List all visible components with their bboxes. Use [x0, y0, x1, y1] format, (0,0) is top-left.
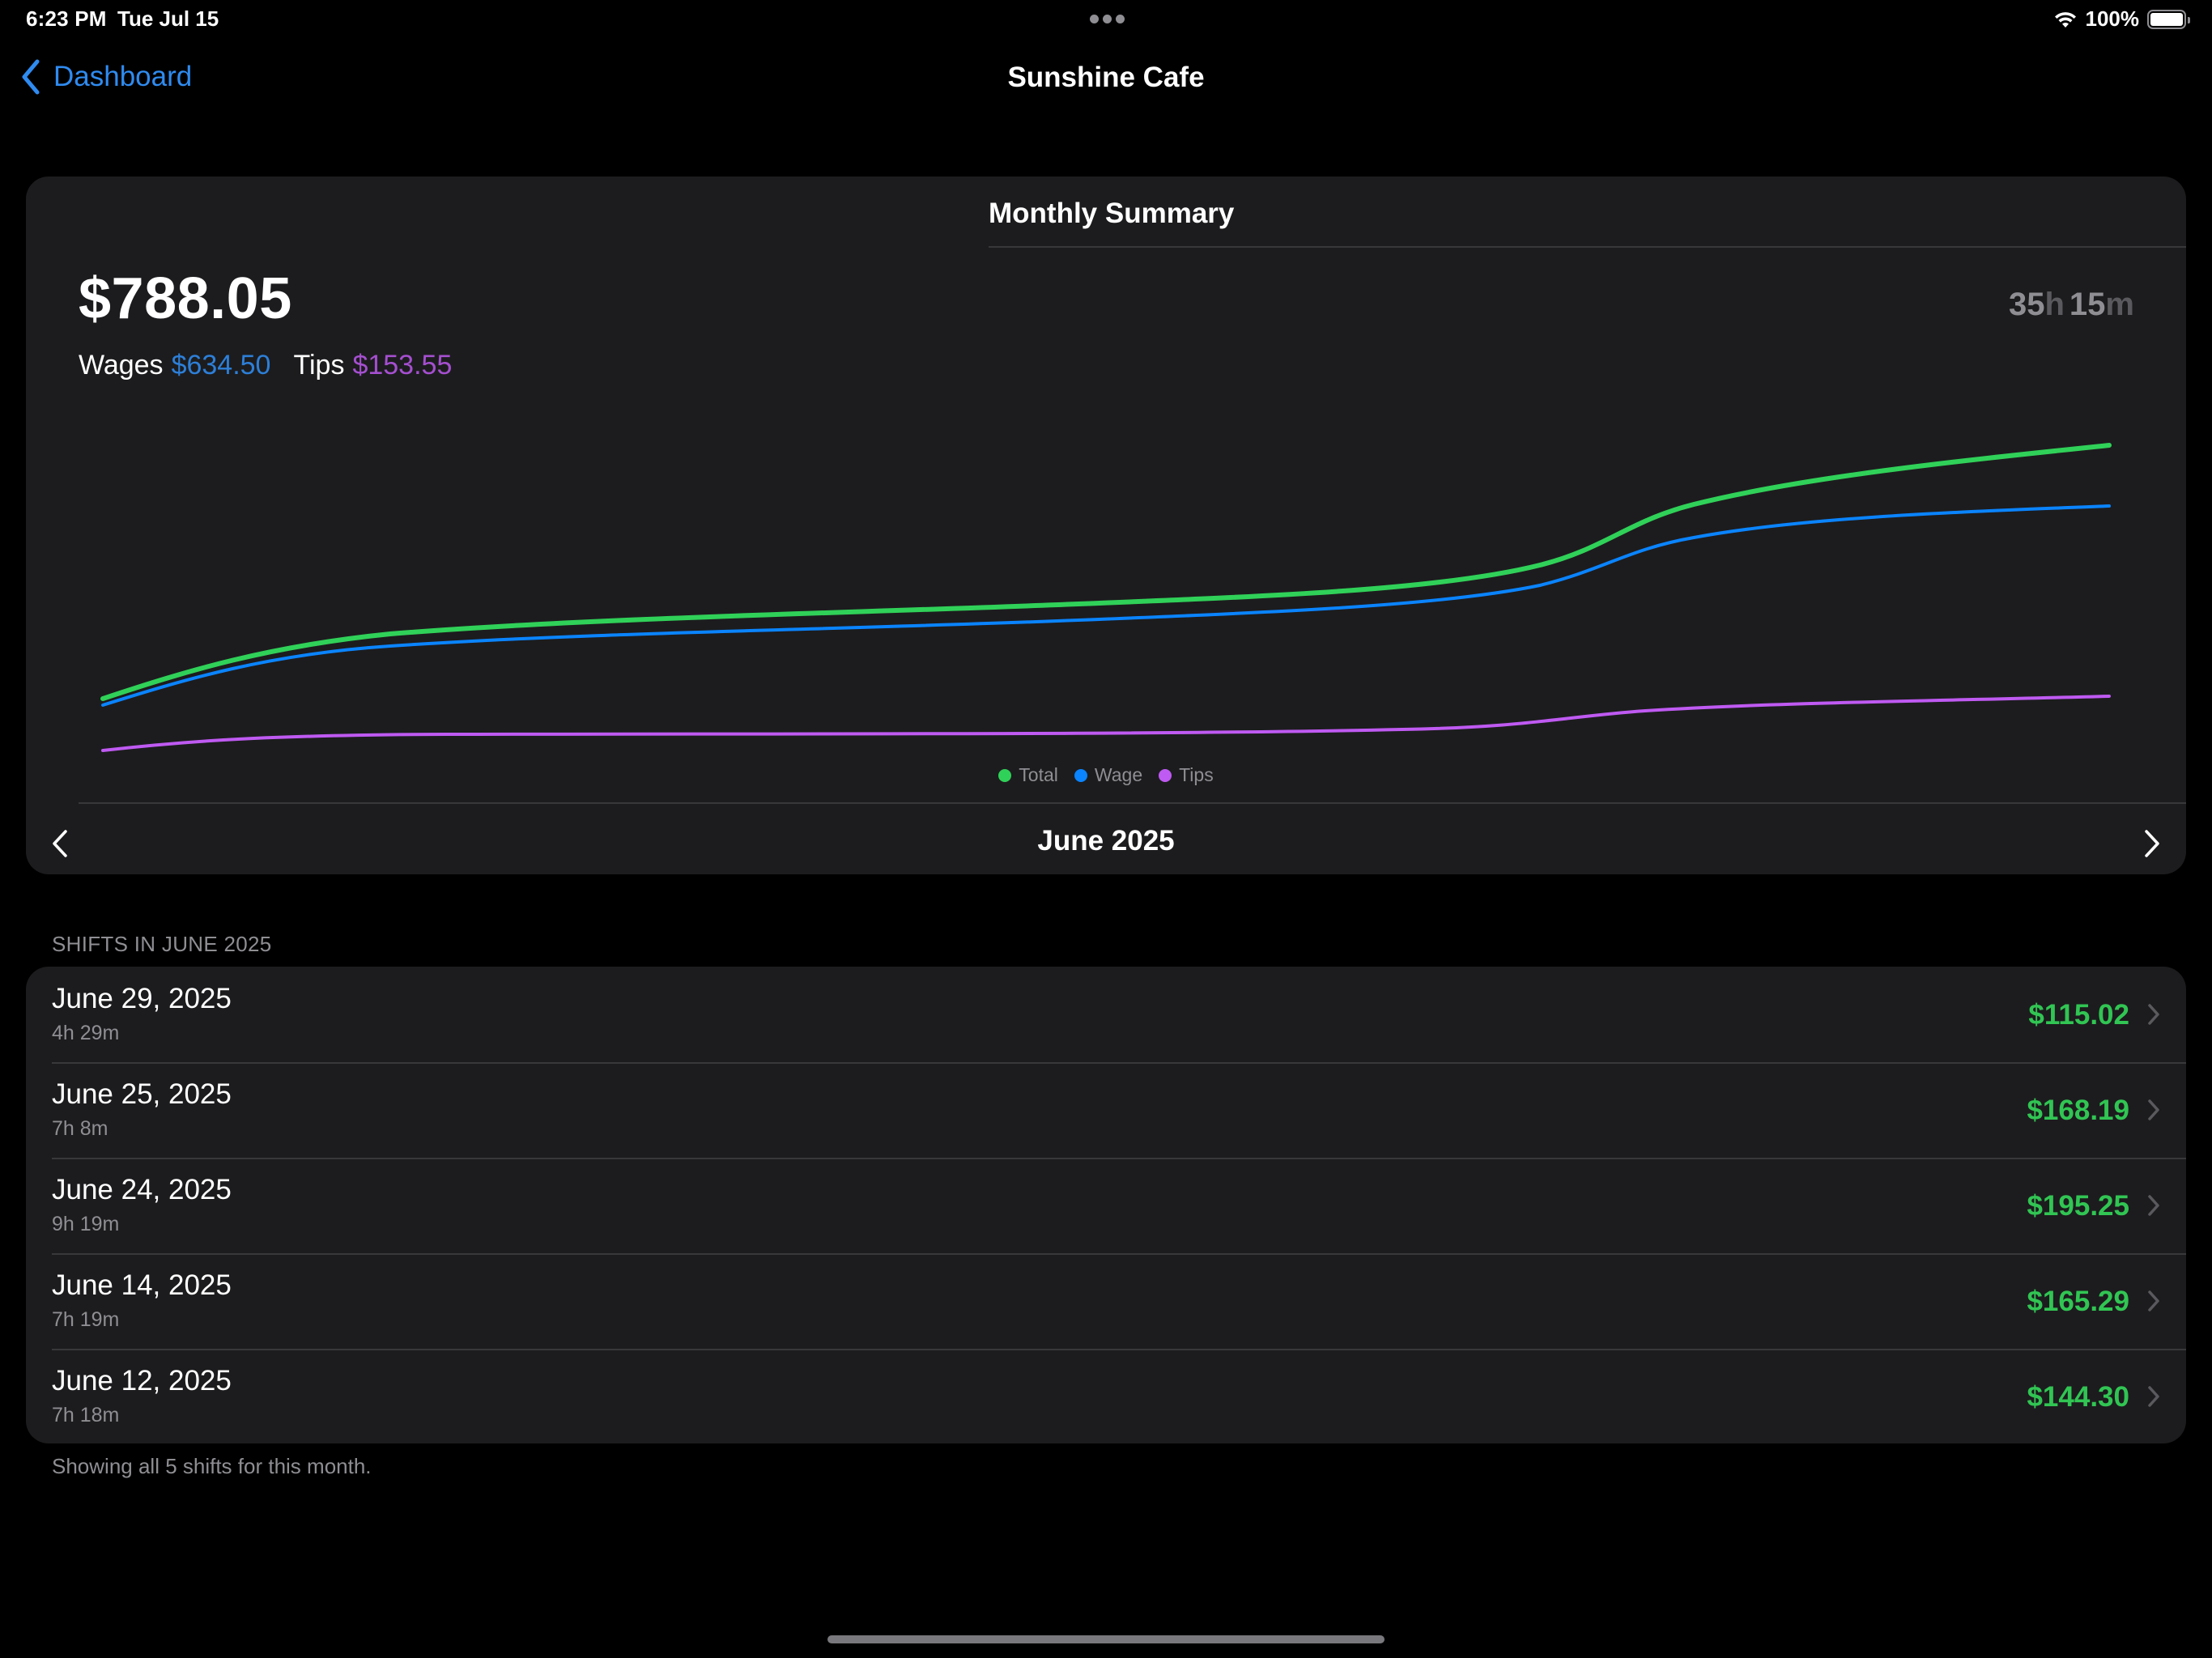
shift-duration: 9h 19m	[52, 1213, 120, 1235]
summary-title: Monthly Summary	[989, 198, 1235, 229]
wages-value: $634.50	[171, 350, 271, 380]
status-bar: 6:23 PM Tue Jul 15 100%	[0, 0, 2212, 39]
legend-dot-wage-icon	[1074, 768, 1087, 782]
chevron-right-icon	[2148, 1099, 2159, 1120]
hours-unit: h	[2044, 287, 2065, 322]
chart-legend: Total Wage Tips	[26, 764, 2186, 786]
legend-label-tips: Tips	[1179, 764, 1214, 785]
shift-duration: 7h 8m	[52, 1117, 108, 1140]
wifi-icon	[2054, 11, 2076, 28]
shift-duration: 7h 19m	[52, 1308, 120, 1331]
shift-count-note: Showing all 5 shifts for this month.	[52, 1454, 372, 1478]
chevron-left-icon	[53, 830, 67, 857]
tips-label: Tips	[293, 350, 345, 380]
shift-date: June 12, 2025	[52, 1365, 232, 1397]
home-indicator[interactable]	[827, 1635, 1385, 1643]
previous-month-button[interactable]	[44, 823, 76, 864]
shift-list: June 29, 2025 4h 29m $115.02 June 25, 20…	[26, 967, 2186, 1443]
back-button[interactable]: Dashboard	[18, 58, 192, 96]
shift-date: June 24, 2025	[52, 1174, 232, 1205]
status-time: 6:23 PM	[26, 6, 107, 31]
divider	[989, 246, 2186, 248]
status-date: Tue Jul 15	[117, 6, 219, 31]
back-button-label: Dashboard	[53, 61, 193, 92]
shift-row[interactable]: June 12, 2025 7h 18m $144.30	[26, 1349, 2186, 1443]
total-earnings: $788.05	[79, 266, 292, 331]
divider	[79, 802, 2186, 804]
legend-item-tips: Tips	[1159, 764, 1214, 786]
earnings-breakdown: Wages $634.50 Tips $153.55	[79, 350, 452, 381]
legend-item-wage: Wage	[1074, 764, 1142, 786]
total-hours: 35h 15m	[2009, 287, 2134, 323]
chevron-right-icon	[2145, 830, 2159, 857]
shifts-section-header: SHIFTS IN JUNE 2025	[52, 932, 272, 956]
shift-amount: $115.02	[2028, 999, 2129, 1031]
legend-item-total: Total	[998, 764, 1058, 786]
page-title: Sunshine Cafe	[1007, 62, 1205, 93]
hours-number: 35	[2008, 287, 2045, 322]
chevron-left-icon	[22, 59, 40, 95]
chart-line-tips	[101, 695, 2111, 752]
shift-amount: $165.29	[2027, 1286, 2129, 1317]
chart-line-total	[100, 443, 2112, 701]
minutes-unit: m	[2105, 287, 2134, 322]
chevron-right-icon	[2148, 1004, 2159, 1025]
shift-duration: 4h 29m	[52, 1022, 120, 1044]
battery-percent: 100%	[2085, 6, 2140, 31]
status-indicators: 100%	[2053, 6, 2190, 32]
shift-amount: $195.25	[2027, 1190, 2129, 1222]
shift-row[interactable]: June 24, 2025 9h 19m $195.25	[26, 1158, 2186, 1253]
chevron-right-icon	[2148, 1386, 2159, 1407]
minutes-number: 15	[2069, 287, 2106, 322]
legend-label-wage: Wage	[1094, 764, 1143, 785]
battery-icon	[2147, 9, 2190, 29]
legend-dot-tips-icon	[1159, 768, 1172, 782]
chevron-right-icon	[2148, 1290, 2159, 1312]
shift-date: June 29, 2025	[52, 983, 232, 1014]
shift-row[interactable]: June 29, 2025 4h 29m $115.02	[26, 967, 2186, 1062]
shift-amount: $144.30	[2027, 1381, 2129, 1413]
wages-label: Wages	[79, 350, 164, 380]
shift-date: June 25, 2025	[52, 1078, 232, 1110]
next-month-button[interactable]	[2136, 823, 2168, 864]
chart-line-wage	[101, 504, 2111, 707]
multitasking-dots-icon[interactable]	[1090, 15, 1125, 23]
earnings-line-chart	[100, 443, 2112, 752]
current-month-label: June 2025	[1037, 825, 1175, 857]
shift-duration: 7h 18m	[52, 1404, 120, 1426]
chevron-right-icon	[2148, 1195, 2159, 1216]
month-navigator: June 2025	[26, 818, 2186, 874]
shift-row[interactable]: June 25, 2025 7h 8m $168.19	[26, 1062, 2186, 1158]
legend-label-total: Total	[1019, 764, 1058, 785]
shift-date: June 14, 2025	[52, 1269, 232, 1301]
tips-value: $153.55	[352, 350, 453, 380]
legend-dot-total-icon	[998, 768, 1012, 782]
shift-row[interactable]: June 14, 2025 7h 19m $165.29	[26, 1253, 2186, 1349]
shift-amount: $168.19	[2027, 1095, 2129, 1126]
monthly-summary-card: Monthly Summary $788.05 Wages $634.50 Ti…	[26, 176, 2186, 874]
